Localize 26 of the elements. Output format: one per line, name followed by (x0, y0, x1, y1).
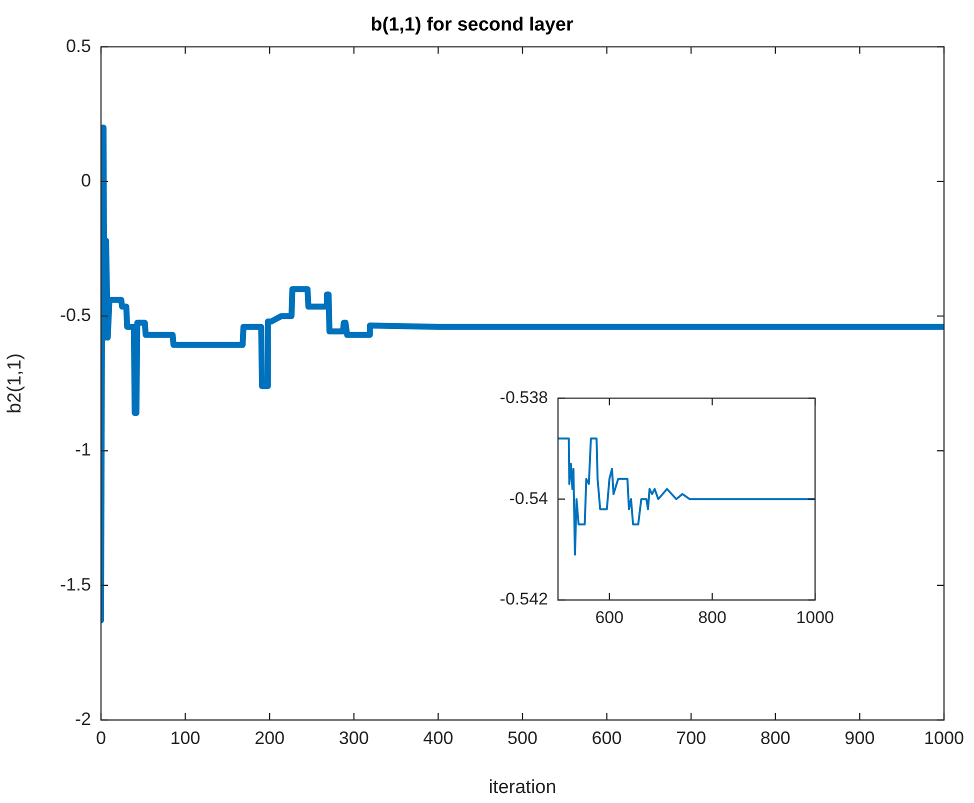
x-tick-label: 700 (676, 728, 706, 748)
y-axis-title: b2(1,1) (4, 353, 26, 414)
y-tick-label: -1.5 (60, 574, 91, 594)
x-tick-label: 400 (423, 728, 454, 748)
x-tick-label: 600 (595, 608, 624, 627)
x-axis-title: iteration (488, 776, 556, 798)
x-tick-label: 200 (254, 728, 285, 748)
y-tick-label: -1 (74, 440, 91, 460)
x-tick-label: 1000 (796, 608, 834, 627)
y-tick-label: -2 (74, 708, 91, 729)
x-tick-label: 0 (96, 728, 106, 748)
y-tick-label: -0.538 (500, 388, 548, 407)
x-tick-label: 800 (698, 608, 726, 627)
x-tick-label: 600 (592, 728, 622, 748)
chart-title: b(1,1) for second layer (370, 14, 574, 36)
y-tick-label: -0.542 (500, 590, 548, 609)
x-tick-label: 100 (170, 728, 200, 748)
x-tick-label: 500 (507, 728, 538, 748)
x-tick-label: 900 (844, 728, 875, 748)
x-tick-label: 1000 (924, 728, 964, 748)
y-tick-label: -0.54 (509, 488, 548, 508)
y-tick-label: 0 (80, 170, 91, 190)
x-tick-label: 800 (760, 728, 790, 748)
x-tick-label: 300 (338, 728, 369, 748)
y-tick-label: 0.5 (66, 36, 91, 56)
y-tick-label: -0.5 (60, 305, 91, 326)
